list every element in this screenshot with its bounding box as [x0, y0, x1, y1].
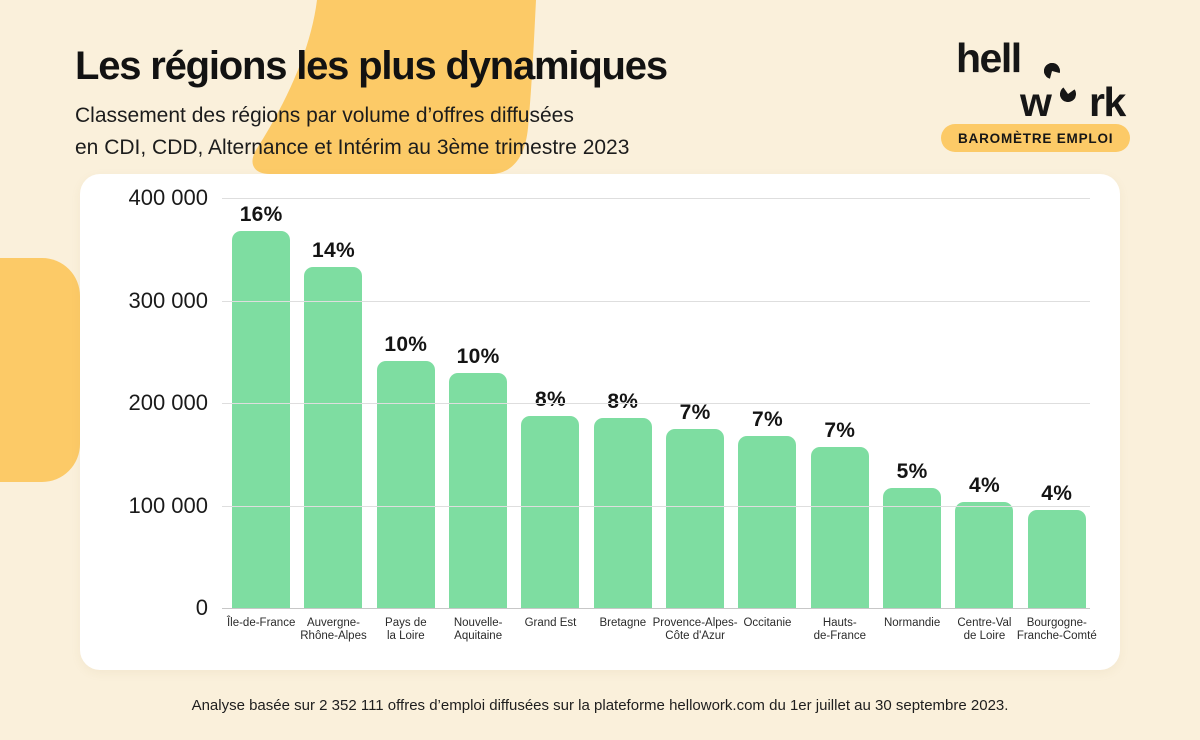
bar-value-label: 7%	[751, 407, 783, 431]
bar-column: 10% Nouvelle- Aquitaine	[442, 198, 514, 642]
x-axis-category-label: Occitanie	[743, 617, 792, 629]
chart-card: 16% Île-de-France 14% Auvergne- Rhône-Alpes 1…	[80, 174, 1120, 670]
x-axis-category-label: Hauts-de-France	[813, 617, 866, 642]
logo-o-arc-bottom-icon	[1058, 84, 1078, 104]
y-axis-tick-label: 300 000	[128, 287, 208, 313]
bar-value-label: 4%	[1041, 481, 1073, 505]
gridline-0	[222, 608, 1090, 609]
hellowork-logo: hell w rk	[956, 35, 1146, 125]
page-subtitle: Classement des régions par volume d’offr…	[75, 100, 629, 164]
bar-value-label: 8%	[535, 388, 566, 412]
barometre-emploi-badge: BAROMÈTRE EMPLOI	[941, 124, 1131, 152]
bar	[304, 266, 363, 608]
bar-column: 16% Île-de-France	[225, 198, 297, 629]
x-axis-category-label: Île-de-France	[226, 617, 296, 629]
bar-column: 4% Bourgogne- Franche-Comté	[1017, 198, 1097, 642]
bar	[232, 230, 291, 608]
x-axis-category-label: Auvergne- Rhône-Alpes	[300, 617, 367, 642]
yellow-swoosh-shape	[252, 0, 536, 174]
bar-chart-plot: 16% Île-de-France 14% Auvergne- Rhône-Alpes 1…	[222, 198, 1097, 642]
subtitle-line-1: Classement des régions par volume d’offr…	[75, 104, 574, 127]
x-axis-category-label: Grand Est	[524, 617, 577, 629]
bar-column: 7% Occitanie	[731, 198, 803, 629]
bar-column: 8% Grand Est	[514, 198, 586, 629]
bar-value-label: 8%	[607, 390, 639, 414]
source-note: Analyse basée sur 2 352 111 offres d’emp…	[191, 697, 1009, 714]
bar	[593, 418, 652, 608]
x-axis-category-label: Bretagne	[599, 617, 647, 629]
x-axis-category-label: Normandie	[883, 617, 941, 629]
bar	[810, 447, 869, 608]
bar-column: 8% Bretagne	[587, 198, 659, 629]
bar-value-label: 14%	[312, 238, 355, 262]
bar-column: 10% Pays de la Loire	[370, 198, 442, 642]
bar	[521, 416, 580, 608]
x-axis-category-label: Pays de la Loire	[385, 617, 427, 642]
gridline-300000	[222, 300, 1090, 302]
bar-value-label: 7%	[679, 400, 711, 424]
bar-column: 4% Centre-Val de Loire	[948, 198, 1020, 642]
bar	[449, 373, 508, 608]
bar-value-label: 7%	[824, 419, 856, 443]
logo-text-hell: hell	[956, 35, 1022, 81]
y-axis-tick-label: 100 000	[128, 492, 208, 518]
bar-value-label: 16%	[239, 202, 283, 226]
bar	[955, 502, 1014, 608]
bar	[666, 428, 725, 608]
bar-value-label: 10%	[456, 345, 500, 369]
x-axis-category-label: Provence-Alpes- Côte d'Azur	[652, 617, 738, 642]
gridline-100000	[222, 505, 1090, 507]
bar-column: 7% Provence-Alpes- Côte d'Azur	[653, 198, 738, 642]
gridline-200000	[222, 403, 1090, 404]
bar-series: 16% Île-de-France 14% Auvergne- Rhône-Alpes 1…	[225, 198, 1097, 642]
bar	[1027, 509, 1086, 608]
bar	[738, 435, 797, 608]
logo-text-w: w	[1020, 79, 1052, 125]
page-title: Les régions les plus dynamiques	[75, 44, 668, 88]
bar-value-label: 4%	[968, 474, 1000, 498]
bar-value-label: 10%	[384, 332, 428, 356]
bar	[376, 360, 435, 608]
y-axis-tick-label: 0	[195, 595, 208, 620]
bar-value-label: 5%	[896, 460, 928, 484]
subtitle-line-2: en CDI, CDD, Alternance et Intérim au 3è…	[75, 136, 630, 159]
x-axis-category-label: Bourgogne- Franche-Comté	[1016, 617, 1097, 642]
y-axis-tick-label: 200 000	[128, 390, 208, 415]
bar-column: 14% Auvergne- Rhône-Alpes	[297, 198, 369, 642]
gridline-400000	[222, 198, 1090, 199]
bar-column: 5% Normandie	[876, 198, 948, 629]
y-axis-tick-label: 400 000	[128, 185, 208, 210]
bar	[883, 488, 942, 608]
yellow-side-pill-shape	[0, 258, 80, 482]
x-axis-category-label: Nouvelle- Aquitaine	[453, 617, 503, 642]
bar-column: 7% Hauts-de-France	[804, 198, 876, 642]
x-axis-category-label: Centre-Val de Loire	[957, 617, 1012, 642]
logo-text-rk: rk	[1089, 79, 1126, 125]
